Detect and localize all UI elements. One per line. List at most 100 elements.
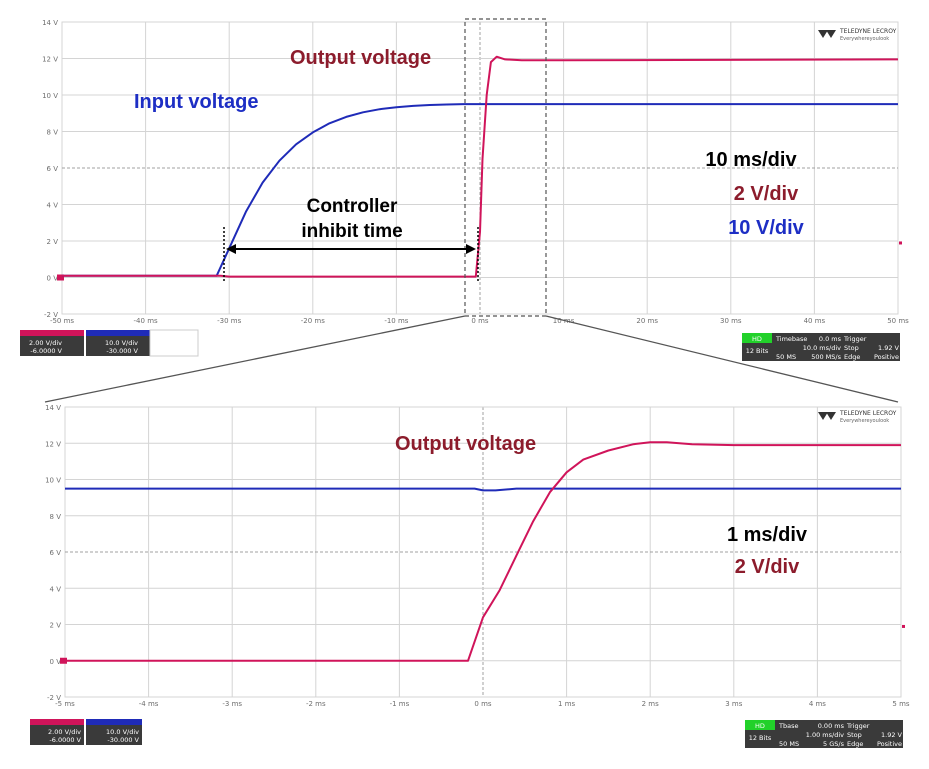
rate-bottom: 5 GS/s [823, 740, 845, 748]
y-tick-label: 2 V [47, 238, 59, 246]
x-tick-label: -4 ms [139, 700, 159, 708]
ground-marker [60, 657, 67, 664]
x-tick-label: -5 ms [55, 700, 75, 708]
logo-icon [826, 30, 836, 38]
logo-icon [818, 412, 828, 420]
x-tick-label: -1 ms [390, 700, 410, 708]
x-tick-label: -2 ms [306, 700, 326, 708]
y-tick-label: 10 V [45, 477, 61, 485]
hd-badge-top [742, 333, 772, 343]
ch-output-header-top [20, 330, 84, 336]
x-tick-label: 30 ms [720, 317, 742, 325]
top-chart: 14 V 12 V 10 V 8 V 6 V 4 V 2 V 0 V -2 V -50 ms -4… [42, 18, 909, 325]
y-tick-label: 12 V [42, 56, 58, 64]
bits-label-top: 12 Bits [746, 347, 769, 355]
tb-val-bottom: 0.00 ms [818, 722, 845, 730]
ch-output-scale-bottom: 2.00 V/div [48, 728, 81, 736]
output-scale-label-bottom: 2 V/div [735, 556, 800, 578]
trig-label-top: Trigger [843, 335, 867, 343]
bottom-y-axis: 14 V 12 V 10 V 8 V 6 V 4 V 2 V 0 V -2 V [45, 404, 905, 702]
y-tick-label: 4 V [50, 585, 62, 593]
bottom-trigger-panel[interactable]: HD 12 Bits Tbase 0.00 ms Trigger 1.00 ms… [745, 720, 903, 748]
teledyne-logo-bottom: TELEDYNE LECROY Everywhereyoulook [818, 410, 897, 424]
edge-top: Edge [844, 353, 860, 361]
logo-brand: TELEDYNE LECROY [839, 28, 897, 35]
timebase-label-top: 10 ms/div [705, 149, 797, 171]
zoom-connector-left [44, 315, 466, 403]
y-tick-label: 10 V [42, 92, 58, 100]
slope-top: Positive [874, 353, 899, 361]
x-tick-label: -20 ms [301, 317, 325, 325]
trigger-level-marker [899, 241, 902, 245]
top-channel-panels: 2.00 V/div -6.0000 V 10.0 V/div -30.000 … [20, 329, 199, 357]
edge-bottom: Edge [847, 740, 863, 748]
y-tick-label: -2 V [44, 311, 58, 319]
bits-label-bottom: 12 Bits [749, 734, 772, 742]
logo-brand: TELEDYNE LECROY [839, 410, 897, 417]
ch-input-scale-bottom: 10.0 V/div [106, 728, 139, 736]
input-scale-label-top: 10 V/div [728, 217, 804, 239]
inhibit-label-line2: inhibit time [301, 221, 402, 242]
tb-val-top: 0.0 ms [819, 335, 842, 343]
y-tick-label: 4 V [47, 202, 59, 210]
input-voltage-trace [65, 487, 901, 492]
ch-input-header-top [86, 330, 150, 336]
x-tick-label: -10 ms [384, 317, 408, 325]
output-scale-label-top: 2 V/div [734, 183, 799, 205]
lvl-top: 1.92 V [878, 344, 900, 352]
input-voltage-label-top: Input voltage [134, 91, 258, 113]
trig-label-bottom: Trigger [846, 722, 870, 730]
y-tick-label: 8 V [50, 513, 62, 521]
logo-icon [826, 412, 836, 420]
ch-input-offset-bottom: -30.000 V [107, 736, 139, 744]
bottom-x-axis: -5 ms -4 ms -3 ms -2 ms -1 ms 0 ms 1 ms 2 ms 3 m… [55, 700, 910, 708]
x-tick-label: -40 ms [134, 317, 158, 325]
x-tick-label: 4 ms [809, 700, 826, 708]
logo-tagline: Everywhereyoulook [840, 418, 889, 424]
inhibit-arrow-right-head [466, 244, 476, 254]
tb-label-top: Timebase [775, 335, 807, 343]
div-bottom: 1.00 ms/div [806, 731, 844, 739]
ch-input-scale-top: 10.0 V/div [105, 339, 138, 347]
ch-input-offset-top: -30.000 V [106, 347, 138, 355]
inhibit-label-line1: Controller [307, 196, 398, 217]
top-x-axis: -50 ms -40 ms -30 ms -20 ms -10 ms 0 ms 10 ms 2… [50, 317, 909, 325]
y-tick-label: 0 V [50, 658, 62, 666]
y-tick-label: 14 V [42, 19, 58, 27]
x-tick-label: 40 ms [804, 317, 826, 325]
x-tick-label: 5 ms [892, 700, 909, 708]
x-tick-label: 2 ms [642, 700, 659, 708]
rate-top: 500 MS/s [811, 353, 841, 361]
x-tick-label: 0 ms [471, 317, 488, 325]
x-tick-label: 1 ms [558, 700, 575, 708]
x-tick-label: -30 ms [217, 317, 241, 325]
y-tick-label: 2 V [50, 622, 62, 630]
y-tick-label: 6 V [50, 549, 62, 557]
stop-top: Stop [844, 344, 859, 352]
ch-output-header-bottom [30, 719, 84, 725]
input-voltage-trace [62, 103, 898, 277]
bottom-series [65, 441, 901, 662]
inhibit-arrow-left-head [226, 244, 236, 254]
x-tick-label: 3 ms [725, 700, 742, 708]
output-voltage-trace [62, 55, 899, 278]
samples-bottom: 50 MS [779, 740, 799, 748]
top-trigger-panel[interactable]: HD 12 Bits Timebase 0.0 ms Trigger 10.0 … [742, 333, 900, 361]
output-voltage-label-bottom: Output voltage [395, 433, 536, 455]
bottom-channel-panels: 2.00 V/div -6.0000 V 10.0 V/div -30.000 … [30, 719, 142, 745]
teledyne-logo-top: TELEDYNE LECROY Everywhereyoulook [818, 28, 897, 42]
x-tick-label: 50 ms [887, 317, 909, 325]
ground-marker [57, 274, 64, 281]
bottom-grid [64, 406, 902, 698]
y-tick-label: 8 V [47, 129, 59, 137]
trigger-level-marker [902, 624, 905, 628]
x-tick-label: -50 ms [50, 317, 74, 325]
ch-input-header-bottom [86, 719, 142, 725]
tb-label-bottom: Tbase [778, 722, 798, 730]
ch-output-offset-top: -6.0000 V [30, 347, 62, 355]
top-y-axis: 14 V 12 V 10 V 8 V 6 V 4 V 2 V 0 V -2 V [42, 19, 902, 319]
lvl-bottom: 1.92 V [881, 731, 903, 739]
timebase-label-bottom: 1 ms/div [727, 524, 808, 546]
hd-label-top: HD [752, 335, 762, 343]
